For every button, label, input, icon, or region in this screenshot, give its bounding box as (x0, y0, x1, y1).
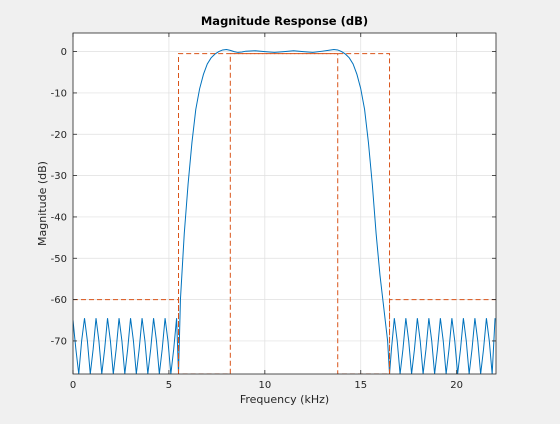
y-tick-label: -60 (51, 295, 67, 306)
x-tick-label: 5 (166, 380, 172, 391)
y-tick-label: -40 (51, 212, 67, 223)
plot-area (73, 33, 496, 374)
y-tick-label: 0 (61, 47, 67, 58)
x-tick-label: 15 (354, 380, 367, 391)
y-tick-label: -50 (51, 254, 67, 265)
spec-mask-line-1 (73, 53, 496, 374)
spec-mask-line-2 (178, 53, 391, 374)
y-axis-label: Magnitude (dB) (36, 161, 49, 246)
y-tick-label: -30 (51, 171, 67, 182)
y-tick-label: -70 (51, 336, 67, 347)
chart-title: Magnitude Response (dB) (201, 14, 368, 28)
x-tick-label: 20 (450, 380, 463, 391)
series-layer (73, 49, 496, 374)
tick-layer: 0 5 10 15 20 0 -10 -20 -30 -40 -50 -60 -70 (51, 33, 496, 391)
axes-box (72, 32, 497, 375)
x-axis-label: Frequency (kHz) (240, 393, 329, 406)
magnitude-response-line (73, 49, 496, 374)
y-tick-label: -20 (51, 130, 67, 141)
y-tick-label: -10 (51, 88, 67, 99)
x-tick-label: 10 (258, 380, 271, 391)
x-tick-label: 0 (70, 380, 76, 391)
